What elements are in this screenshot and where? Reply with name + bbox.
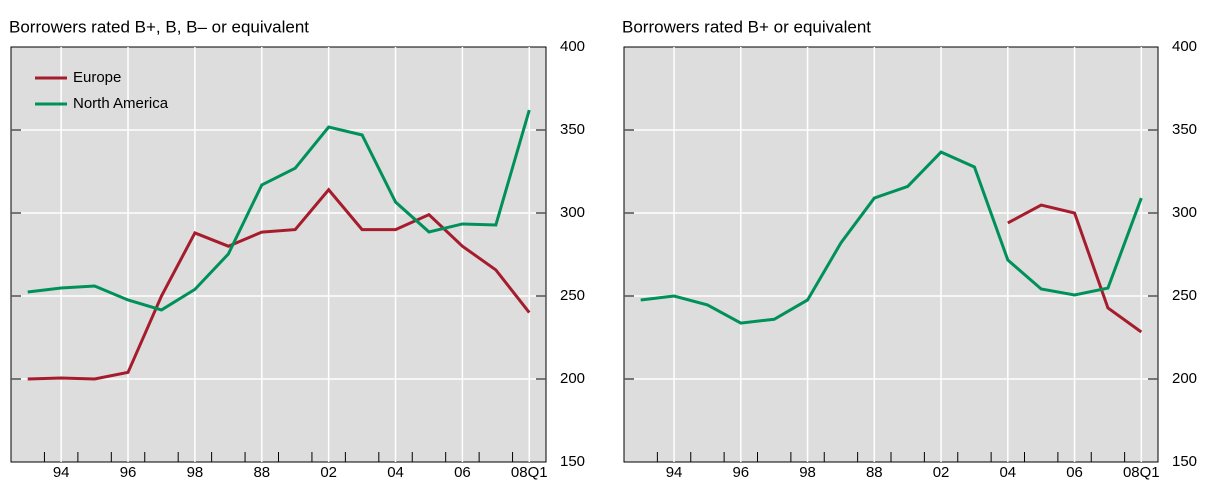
x-tick-label: 06 (1066, 464, 1083, 481)
plot-background (10, 46, 547, 463)
y-tick-label: 200 (1172, 370, 1197, 387)
y-tick-label: 300 (1172, 204, 1197, 221)
y-tick-label: 300 (560, 204, 585, 221)
legend-label: Europe (73, 69, 121, 86)
y-tick-label: 400 (1172, 38, 1197, 55)
y-tick-label: 350 (1172, 121, 1197, 138)
legend-label: North America (73, 95, 169, 112)
x-tick-label: 08Q1 (1123, 464, 1160, 481)
series-line (640, 150, 1143, 325)
x-tick-label: 06 (454, 464, 471, 481)
x-tick-label: 94 (666, 464, 683, 481)
series-line (1007, 203, 1143, 334)
x-tick-label: 04 (999, 464, 1016, 481)
y-tick-label: 400 (560, 38, 585, 55)
x-tick-label: 04 (387, 464, 404, 481)
y-tick-label: 150 (1172, 453, 1197, 470)
x-tick-label: 08Q1 (511, 464, 548, 481)
x-tick-label: 98 (187, 464, 204, 481)
y-tick-label: 250 (1172, 287, 1197, 304)
y-tick-label: 350 (560, 121, 585, 138)
x-tick-label: 02 (320, 464, 337, 481)
y-tick-label: 250 (560, 287, 585, 304)
x-tick-label: 96 (732, 464, 749, 481)
plot-background (623, 46, 1159, 463)
x-tick-label: 88 (866, 464, 883, 481)
y-tick-label: 200 (560, 370, 585, 387)
chart-title: Borrowers rated B+, B, B– or equivalent (9, 17, 309, 36)
chart-title: Borrowers rated B+ or equivalent (622, 17, 871, 36)
x-tick-label: 98 (799, 464, 816, 481)
y-tick-label: 150 (560, 453, 585, 470)
series-line (27, 187, 531, 381)
series-line (27, 109, 531, 312)
x-tick-label: 02 (933, 464, 950, 481)
x-tick-label: 96 (120, 464, 137, 481)
x-tick-label: 94 (53, 464, 70, 481)
x-tick-label: 88 (253, 464, 270, 481)
